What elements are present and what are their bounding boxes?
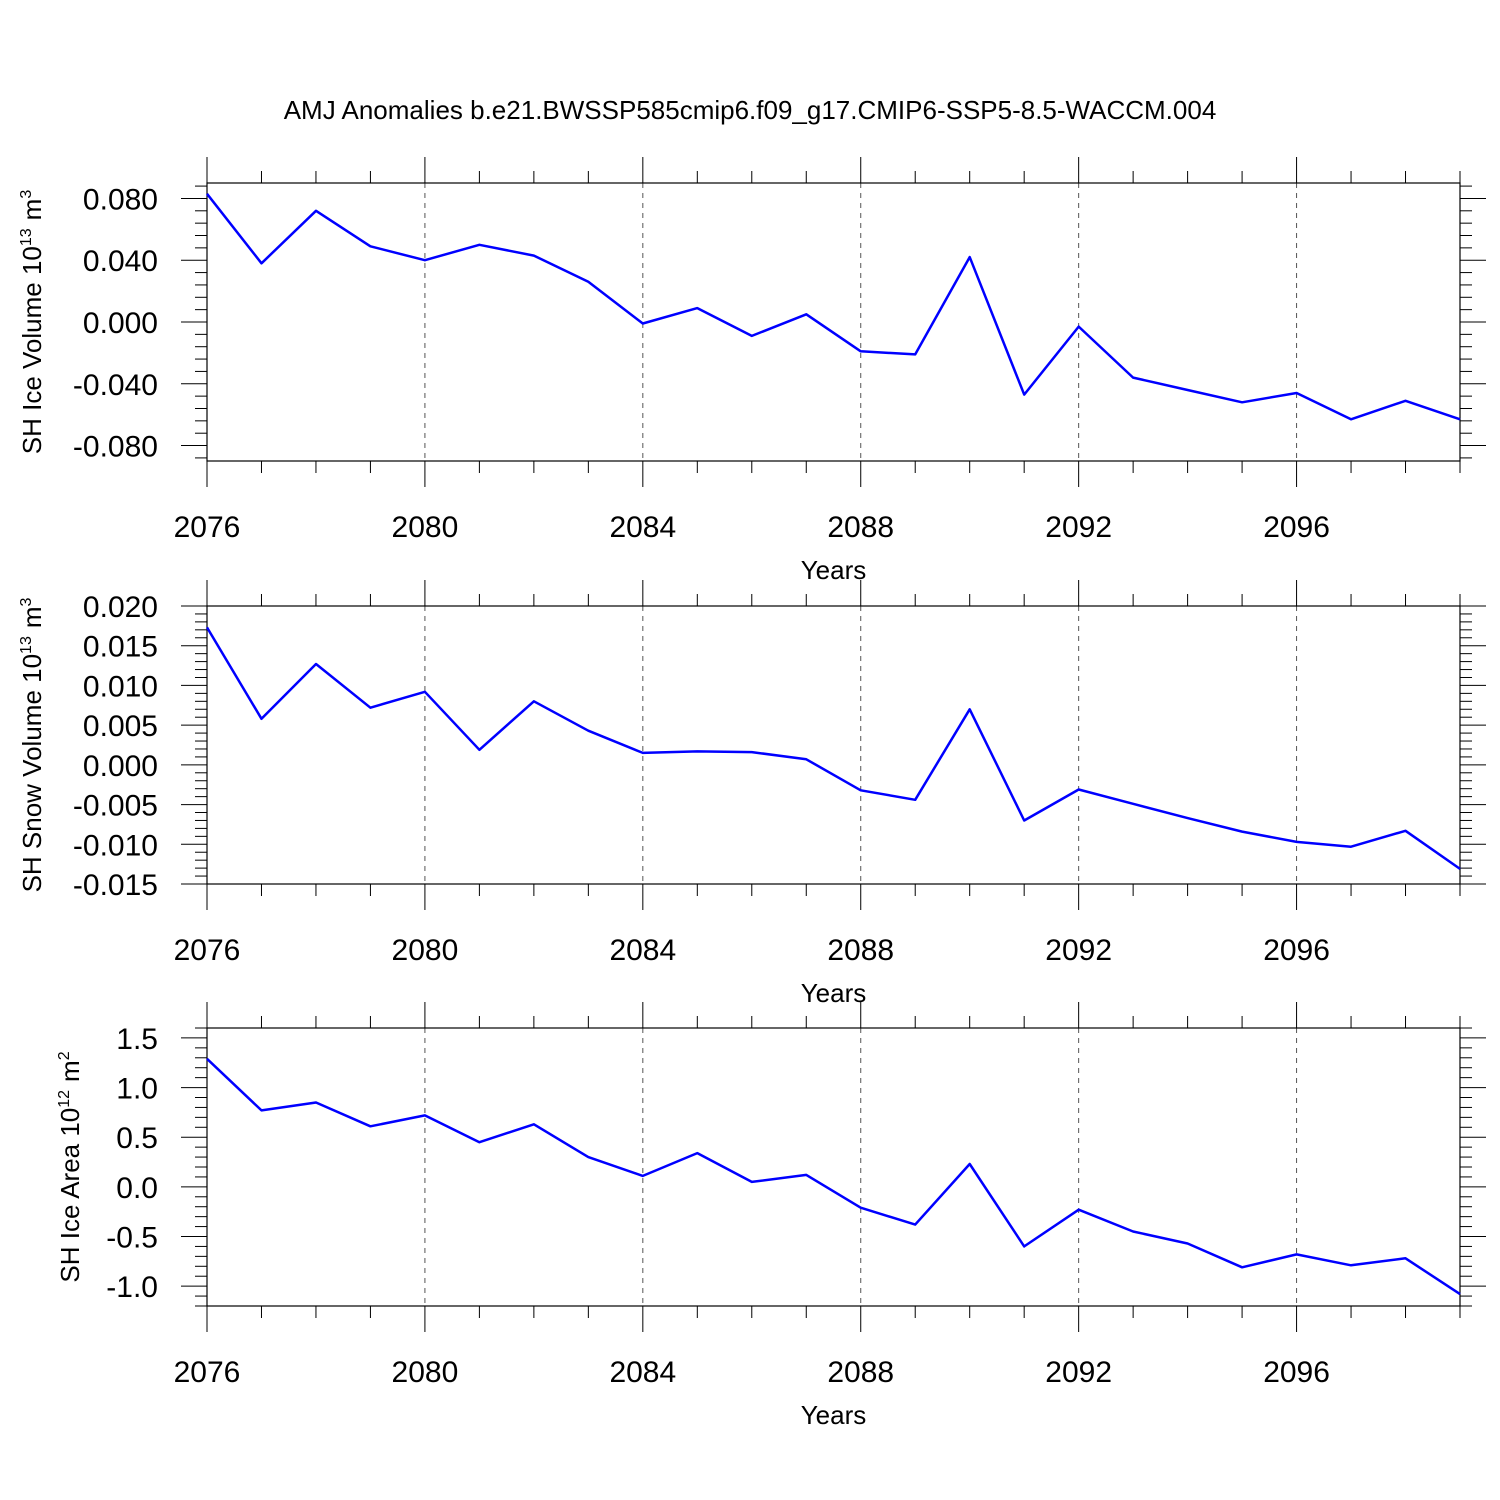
y-axis-label-unit: m xyxy=(17,199,47,221)
y-axis-label: SH Ice Volume 1013 m3 xyxy=(17,190,47,455)
y-tick-label: 0.5 xyxy=(116,1122,158,1155)
plot-frame xyxy=(206,182,1461,462)
series-line xyxy=(205,626,1461,870)
x-tick-label: 2084 xyxy=(609,511,676,544)
y-tick-label: 1.5 xyxy=(116,1023,158,1056)
x-axis-label: Years xyxy=(801,978,867,1008)
plot-frame xyxy=(206,605,1461,885)
x-tick-label: 2084 xyxy=(609,1356,676,1389)
y-tick-label: 0.040 xyxy=(83,245,158,278)
y-tick-label: 0.005 xyxy=(83,710,158,743)
y-axis-label: SH Ice Area 1012 m2 xyxy=(55,1051,85,1282)
x-tick-label: 2076 xyxy=(174,934,241,967)
y-tick-label: 1.0 xyxy=(116,1073,158,1106)
y-axis-label-unit-exp: 3 xyxy=(18,597,35,606)
y-tick-label: 0.015 xyxy=(83,631,158,664)
y-tick-label: 0.020 xyxy=(83,591,158,624)
y-tick-label: -1.0 xyxy=(106,1271,158,1304)
x-axis-label: Years xyxy=(801,555,867,585)
y-tick-label: 0.000 xyxy=(83,750,158,783)
y-axis-label-exp: 13 xyxy=(18,228,35,246)
y-axis-label-text: SH Ice Area 10 xyxy=(55,1108,85,1283)
x-tick-label: 2080 xyxy=(392,511,459,544)
y-axis-label: SH Snow Volume 1013 m3 xyxy=(17,597,47,892)
panel-2: 2076 2080 2084 2088 2092 2096 0.020 0.015 0.010 0… xyxy=(17,580,1486,1008)
y-axis-label-text: SH Snow Volume 10 xyxy=(17,654,47,892)
plot-frame xyxy=(206,1027,1461,1307)
x-tick-label: 2076 xyxy=(174,511,241,544)
chart-title: AMJ Anomalies b.e21.BWSSP585cmip6.f09_g1… xyxy=(284,95,1217,125)
x-tick-label: 2096 xyxy=(1263,511,1330,544)
x-tick-label: 2092 xyxy=(1045,511,1112,544)
y-tick-label: 0.000 xyxy=(83,307,158,340)
series-line xyxy=(206,1057,1461,1296)
x-tick-label: 2092 xyxy=(1045,934,1112,967)
x-axis-label: Years xyxy=(801,1400,867,1430)
x-tick-label: 2076 xyxy=(174,1356,241,1389)
x-tick-label: 2088 xyxy=(827,511,894,544)
y-axis-label-exp: 12 xyxy=(56,1090,73,1108)
y-axis-label-unit-exp: 2 xyxy=(56,1051,73,1060)
y-tick-label: 0.0 xyxy=(116,1172,158,1205)
x-tick-label: 2092 xyxy=(1045,1356,1112,1389)
y-tick-label: -0.015 xyxy=(73,869,158,902)
y-tick-label: -0.010 xyxy=(73,829,158,862)
x-tick-label: 2084 xyxy=(609,934,676,967)
x-tick-label: 2088 xyxy=(827,934,894,967)
y-axis-label-unit: m xyxy=(55,1060,85,1082)
y-tick-label: -0.5 xyxy=(106,1222,158,1255)
y-tick-label: -0.040 xyxy=(73,369,158,402)
y-tick-label: -0.005 xyxy=(73,790,158,823)
y-axis-label-unit: m xyxy=(17,606,47,628)
x-tick-label: 2096 xyxy=(1263,934,1330,967)
x-tick-label: 2088 xyxy=(827,1356,894,1389)
x-tick-label: 2080 xyxy=(392,934,459,967)
x-tick-label: 2096 xyxy=(1263,1356,1330,1389)
series-line xyxy=(206,193,1461,421)
x-tick-label: 2080 xyxy=(392,1356,459,1389)
y-axis-label-unit-exp: 3 xyxy=(18,190,35,199)
y-axis-label-exp: 13 xyxy=(18,636,35,654)
y-tick-label: -0.080 xyxy=(73,431,158,464)
panel-3: 2076 2080 2084 2088 2092 2096 1.5 1.0 0.5 0.0 -0.5… xyxy=(55,1002,1486,1430)
y-axis-label-text: SH Ice Volume 10 xyxy=(17,246,47,454)
y-tick-label: 0.010 xyxy=(83,670,158,703)
panel-1: 2076 2080 2084 2088 2092 2096 0.080 0.040 0.000 -… xyxy=(17,157,1486,585)
y-tick-label: 0.080 xyxy=(83,183,158,216)
